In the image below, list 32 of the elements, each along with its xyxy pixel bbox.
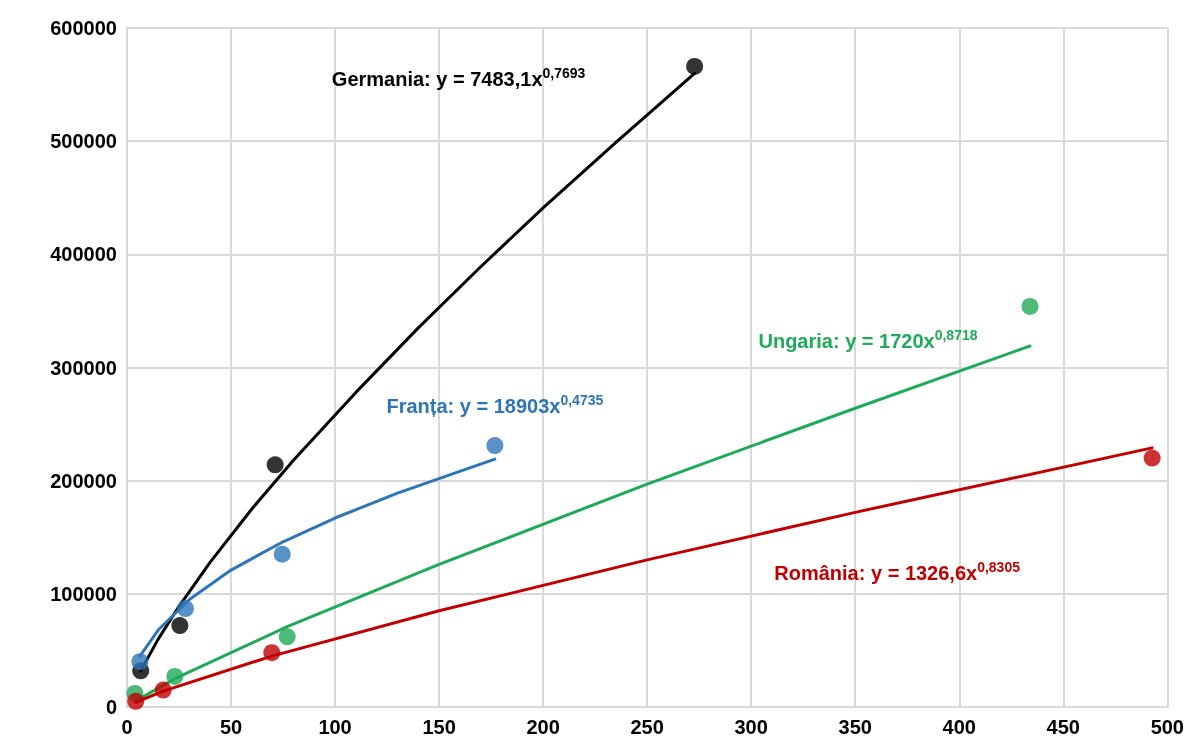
- x-tick-label: 400: [942, 716, 976, 738]
- y-tick-label: 400000: [50, 243, 117, 266]
- x-tick-label: 0: [121, 716, 133, 738]
- point: [1021, 297, 1039, 315]
- point: [171, 617, 189, 635]
- y-tick-label: 500000: [50, 130, 117, 153]
- point: [131, 653, 149, 671]
- y-tick-label: 100000: [50, 582, 117, 605]
- point: [1143, 449, 1161, 467]
- point: [266, 456, 284, 474]
- x-tick-label: 450: [1046, 716, 1080, 738]
- point: [166, 667, 184, 685]
- y-tick-label: 200000: [50, 469, 117, 492]
- point: [273, 545, 291, 563]
- y-tick-label: 600000: [50, 17, 117, 39]
- point: [154, 681, 172, 699]
- point: [686, 57, 704, 75]
- x-tick-label: 200: [526, 716, 560, 738]
- x-tick-label: 500: [1150, 716, 1184, 738]
- point: [263, 644, 281, 662]
- y-tick-label: 300000: [50, 356, 117, 379]
- x-tick-label: 50: [219, 716, 243, 738]
- point: [176, 600, 194, 618]
- point: [127, 692, 145, 710]
- x-tick-label: 300: [734, 716, 768, 738]
- x-tick-label: 250: [630, 716, 664, 738]
- x-tick-label: 100: [318, 716, 352, 738]
- point: [486, 437, 504, 455]
- y-tick-label: 0: [105, 696, 117, 718]
- point: [278, 628, 296, 646]
- x-tick-label: 350: [838, 716, 872, 738]
- x-tick-label: 150: [422, 716, 456, 738]
